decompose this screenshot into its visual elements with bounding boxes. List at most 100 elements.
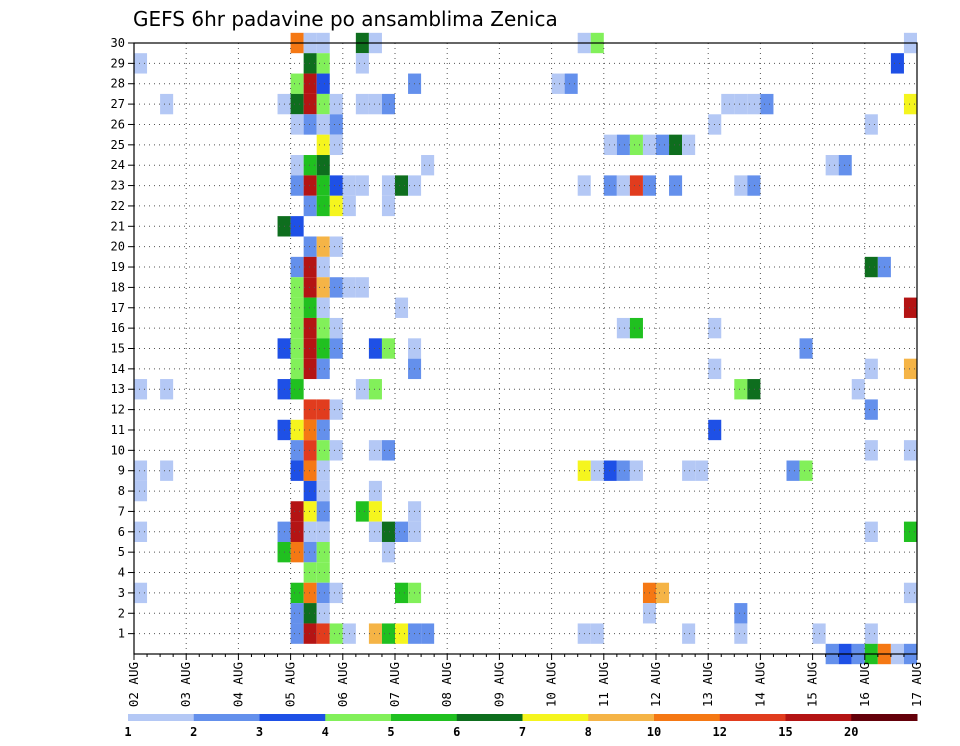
precip-cell (303, 480, 317, 502)
precip-cell (303, 460, 317, 481)
precip-cell (290, 501, 304, 522)
y-tick-label: 21 (111, 219, 125, 233)
precip-cell (316, 338, 330, 359)
precip-cell (303, 93, 317, 115)
y-tick-label: 4 (118, 566, 125, 580)
precip-cell (381, 541, 395, 563)
colorbar-tick-label: 6 (453, 725, 460, 739)
precip-cell (564, 73, 578, 94)
precip-cell (381, 338, 395, 359)
x-tick-label: 15 AUG (805, 662, 820, 707)
precip-cell (290, 460, 304, 481)
precip-cell (316, 562, 330, 583)
precip-cell (864, 623, 878, 644)
precip-cell (786, 460, 800, 481)
precip-cell (290, 603, 304, 624)
precip-cell (355, 277, 369, 298)
x-tick-label: 13 AUG (700, 662, 715, 707)
precip-cell (316, 501, 330, 522)
precip-cell (316, 480, 330, 502)
x-tick-label: 09 AUG (491, 662, 506, 707)
colorbar-swatch (522, 714, 589, 721)
precip-cell (290, 114, 304, 135)
precip-cell (290, 297, 304, 318)
y-tick-label: 5 (118, 545, 125, 559)
colorbar-tick-label: 3 (256, 725, 263, 739)
precip-cell (656, 582, 670, 604)
precip-cell (134, 521, 148, 542)
precip-cell (368, 440, 382, 461)
precip-cell (316, 175, 330, 196)
precip-cell (747, 175, 761, 196)
precip-cell (303, 623, 317, 644)
precip-cell (316, 358, 330, 380)
precip-cell (290, 623, 304, 644)
precip-cell (316, 93, 330, 115)
y-tick-label: 19 (111, 260, 125, 274)
precip-cell (290, 541, 304, 563)
precip-cell (590, 623, 604, 644)
precip-cell (682, 460, 696, 481)
y-tick-label: 26 (111, 117, 125, 131)
precip-cell (316, 419, 330, 441)
precip-cell (303, 338, 317, 359)
precip-cell (395, 623, 409, 644)
precip-cell (682, 623, 696, 644)
precip-cell (303, 256, 317, 278)
precip-cell (316, 195, 330, 217)
precip-cell (629, 317, 643, 339)
precip-cell (329, 236, 343, 257)
precip-cell (656, 134, 670, 156)
precip-cell (864, 256, 878, 278)
precip-cell (864, 521, 878, 542)
precip-cell (160, 93, 174, 115)
colorbar-swatch (588, 714, 655, 721)
precip-cell (290, 73, 304, 94)
x-tick-label: 03 AUG (178, 662, 193, 707)
cells-layer (134, 32, 917, 665)
precip-cell (160, 379, 174, 400)
precip-cell (329, 93, 343, 115)
precip-cell (316, 277, 330, 298)
precip-cell (290, 379, 304, 400)
precip-cell (734, 175, 748, 196)
y-tick-label: 8 (118, 484, 125, 498)
colorbar-tick-label: 7 (519, 725, 526, 739)
precip-cell (329, 195, 343, 217)
precip-cell (303, 236, 317, 257)
precip-cell (590, 460, 604, 481)
precip-cell (290, 256, 304, 278)
y-tick-label: 24 (111, 158, 125, 172)
precip-cell (355, 175, 369, 196)
precip-cell (290, 155, 304, 176)
y-tick-label: 30 (111, 36, 125, 50)
precip-cell (303, 317, 317, 339)
y-tick-label: 6 (118, 525, 125, 539)
colorbar-swatch (719, 714, 786, 721)
chart-title: GEFS 6hr padavine po ansamblima Zenica (133, 7, 558, 31)
precip-cell (616, 317, 630, 339)
precip-cell (381, 195, 395, 217)
precip-cell (760, 93, 774, 115)
colorbar-tick-label: 15 (778, 725, 792, 739)
precip-cell (303, 155, 317, 176)
precip-cell (290, 582, 304, 604)
precip-cell (316, 317, 330, 339)
precip-cell (329, 582, 343, 604)
y-tick-label: 23 (111, 179, 125, 193)
y-tick-label: 18 (111, 280, 125, 294)
y-tick-label: 2 (118, 606, 125, 620)
precip-cell (603, 460, 617, 481)
precip-cell (316, 521, 330, 542)
x-tick-label: 10 AUG (544, 662, 559, 707)
y-tick-label: 1 (118, 627, 125, 641)
precip-cell (134, 480, 148, 502)
precip-cell (864, 114, 878, 135)
x-tick-label: 16 AUG (857, 662, 872, 707)
precip-cell (381, 175, 395, 196)
precip-cell (368, 623, 382, 644)
y-tick-label: 12 (111, 403, 125, 417)
precip-cell (316, 399, 330, 420)
colorbar-tick-label: 5 (387, 725, 394, 739)
precip-cell (290, 440, 304, 461)
